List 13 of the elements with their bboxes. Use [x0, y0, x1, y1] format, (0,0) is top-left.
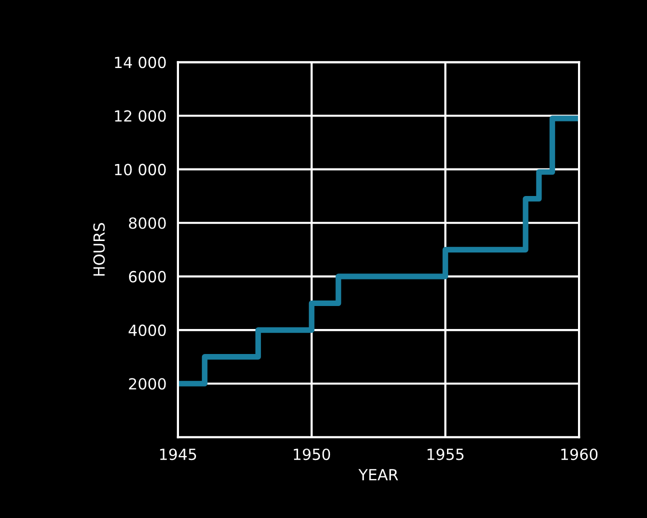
y-tick-label: 4000	[128, 324, 166, 336]
y-tick-label: 2000	[129, 378, 166, 390]
x-tick-label: 1945	[160, 448, 196, 460]
y-tick-label: 12 000	[115, 110, 166, 122]
y-tick-label: 14 000	[115, 56, 166, 68]
y-tick-label: 6000	[129, 270, 166, 282]
y-axis-title: HOURS	[93, 223, 105, 276]
y-tick-label: 10 000	[115, 164, 166, 176]
y-tick-label: 8000	[128, 217, 166, 229]
x-axis-title: YEAR	[358, 469, 398, 480]
x-tick-label: 1960	[561, 448, 598, 460]
x-tick-label: 1955	[428, 448, 464, 460]
x-tick-label: 1950	[294, 448, 330, 460]
